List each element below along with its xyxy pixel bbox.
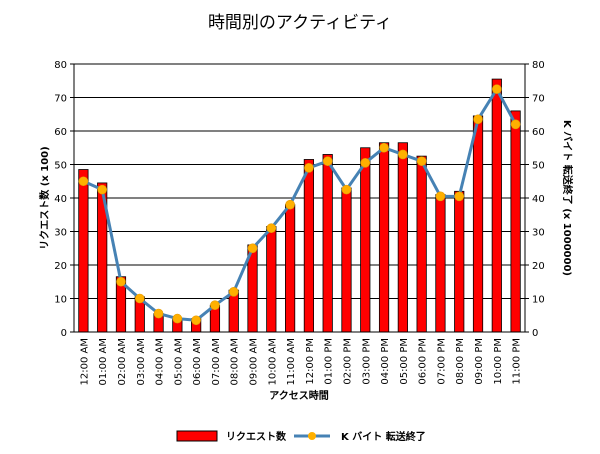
line-point <box>341 184 352 195</box>
x-tick-label: 04:00 PM <box>380 338 391 385</box>
x-tick-label: 12:00 PM <box>305 338 316 385</box>
bar <box>491 78 502 333</box>
x-tick-label: 05:00 AM <box>173 338 184 385</box>
y-right-tick-label: 30 <box>532 228 545 239</box>
x-tick-label: 11:00 AM <box>286 338 297 385</box>
bar <box>285 204 296 333</box>
x-tick-label: 07:00 AM <box>211 338 222 385</box>
line-point <box>153 308 164 319</box>
x-tick-label: 06:00 AM <box>192 338 203 385</box>
y-left-tick-label: 0 <box>61 328 67 339</box>
y-left-tick-label: 50 <box>54 161 67 172</box>
line-point <box>78 176 89 187</box>
legend-bar-label: リクエスト数 <box>226 430 287 443</box>
line-point <box>285 199 295 210</box>
bar <box>303 159 314 333</box>
line-point <box>492 84 502 94</box>
bar <box>266 226 277 333</box>
bar <box>378 142 390 333</box>
line-point <box>322 156 333 166</box>
x-tick-label: 02:00 AM <box>117 338 128 385</box>
grid-lines <box>74 63 525 299</box>
y-left-tick-label: 20 <box>54 261 67 272</box>
y-right-tick-label: 60 <box>532 127 545 138</box>
x-axis-title: アクセス時間 <box>269 389 329 402</box>
x-tick-label: 06:00 PM <box>418 338 429 385</box>
x-tick-label: 03:00 PM <box>361 338 372 385</box>
line-point <box>360 158 371 168</box>
line-point <box>228 286 239 297</box>
bar <box>435 194 446 333</box>
bar <box>322 154 333 333</box>
y-right-tick-label: 70 <box>532 94 545 105</box>
chart-title: 時間別のアクティビティ <box>208 13 392 33</box>
line-point <box>473 114 483 125</box>
y-right-tick-label: 0 <box>532 328 538 339</box>
bar <box>510 110 521 333</box>
line-point <box>379 142 389 153</box>
y-left-tick-label: 40 <box>54 194 67 205</box>
legend: リクエスト数 K バイト 転送終了 <box>176 430 426 443</box>
x-tick-label: 11:00 PM <box>512 338 523 385</box>
y-left-tick-label: 30 <box>54 228 67 239</box>
bar-series <box>78 78 521 333</box>
line-point <box>510 119 521 130</box>
bar <box>341 187 352 333</box>
line-point <box>172 313 183 324</box>
y-right-tick-label: 80 <box>532 60 545 71</box>
x-tick-label: 07:00 PM <box>436 338 447 385</box>
tick-labels: 0 0 10 10 20 20 30 30 40 40 50 50 60 60 70 70 80 80 12:00 … <box>54 60 544 385</box>
y-right-tick-label: 20 <box>532 261 545 272</box>
bar <box>360 147 371 333</box>
x-tick-label: 08:00 PM <box>455 338 466 385</box>
axes <box>70 63 529 333</box>
x-tick-label: 09:00 AM <box>249 338 260 385</box>
x-tick-label: 12:00 AM <box>79 338 90 385</box>
series-line <box>82 87 517 322</box>
y-right-tick-label: 10 <box>532 295 545 306</box>
bar <box>397 142 408 333</box>
x-tick-label: 05:00 PM <box>399 338 410 385</box>
line-point <box>97 184 107 195</box>
bar <box>416 155 427 333</box>
line-point <box>191 315 201 326</box>
x-tick-label: 02:00 PM <box>342 338 353 385</box>
y-axis-left-title: リクエスト数 (x 100) <box>38 146 51 249</box>
line-point <box>247 243 258 254</box>
line-point <box>116 276 126 287</box>
x-tick-label: 10:00 AM <box>267 338 278 385</box>
line-point <box>304 163 314 173</box>
line-point <box>134 293 145 304</box>
x-tick-label: 01:00 AM <box>98 338 109 385</box>
line-point <box>398 149 408 160</box>
y-left-tick-label: 80 <box>54 60 67 71</box>
bar <box>78 169 89 333</box>
line-point <box>435 191 446 202</box>
y-left-tick-label: 60 <box>54 127 67 138</box>
line-point <box>266 223 277 233</box>
legend-bar-swatch <box>176 430 218 442</box>
bar <box>472 115 484 333</box>
y-axis-right-title: K バイト 転送終了 (x 1000000) <box>561 120 574 276</box>
y-right-tick-label: 50 <box>532 161 545 172</box>
y-left-tick-label: 70 <box>54 94 67 105</box>
legend-line-marker <box>308 432 316 440</box>
x-tick-label: 08:00 AM <box>230 338 241 385</box>
x-tick-label: 03:00 AM <box>136 338 147 385</box>
line-point <box>416 156 427 166</box>
line-point <box>210 300 220 311</box>
x-tick-label: 09:00 PM <box>474 338 485 385</box>
y-right-tick-label: 40 <box>532 194 545 205</box>
line-series <box>78 84 521 326</box>
y-left-tick-label: 10 <box>54 295 67 306</box>
line-point <box>454 191 465 202</box>
x-tick-label: 04:00 AM <box>155 338 166 385</box>
x-tick-label: 01:00 PM <box>324 338 335 385</box>
legend-line-label: K バイト 転送終了 <box>341 430 426 443</box>
bar <box>454 190 465 333</box>
x-tick-label: 10:00 PM <box>493 338 504 385</box>
